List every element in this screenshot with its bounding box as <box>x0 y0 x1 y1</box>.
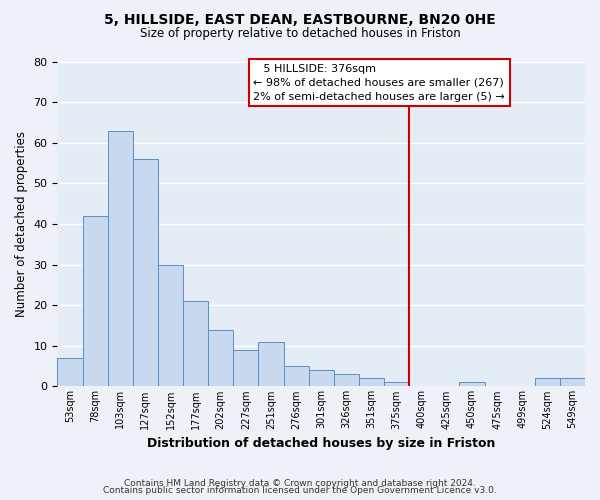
Bar <box>460 382 485 386</box>
Text: Contains HM Land Registry data © Crown copyright and database right 2024.: Contains HM Land Registry data © Crown c… <box>124 478 476 488</box>
Bar <box>133 159 158 386</box>
Bar <box>158 264 183 386</box>
Bar <box>208 330 233 386</box>
Bar <box>334 374 359 386</box>
Bar <box>183 301 208 386</box>
Bar <box>535 378 560 386</box>
Bar <box>259 342 284 386</box>
Bar <box>83 216 107 386</box>
Bar <box>233 350 259 387</box>
Bar <box>58 358 83 386</box>
Bar <box>359 378 384 386</box>
Text: Contains public sector information licensed under the Open Government Licence v3: Contains public sector information licen… <box>103 486 497 495</box>
Bar <box>384 382 409 386</box>
Text: 5 HILLSIDE: 376sqm   
← 98% of detached houses are smaller (267)
2% of semi-deta: 5 HILLSIDE: 376sqm ← 98% of detached hou… <box>253 64 505 102</box>
Bar <box>308 370 334 386</box>
Text: Size of property relative to detached houses in Friston: Size of property relative to detached ho… <box>140 28 460 40</box>
Bar <box>107 130 133 386</box>
Bar <box>284 366 308 386</box>
Y-axis label: Number of detached properties: Number of detached properties <box>15 131 28 317</box>
Text: 5, HILLSIDE, EAST DEAN, EASTBOURNE, BN20 0HE: 5, HILLSIDE, EAST DEAN, EASTBOURNE, BN20… <box>104 12 496 26</box>
X-axis label: Distribution of detached houses by size in Friston: Distribution of detached houses by size … <box>147 437 496 450</box>
Bar <box>560 378 585 386</box>
